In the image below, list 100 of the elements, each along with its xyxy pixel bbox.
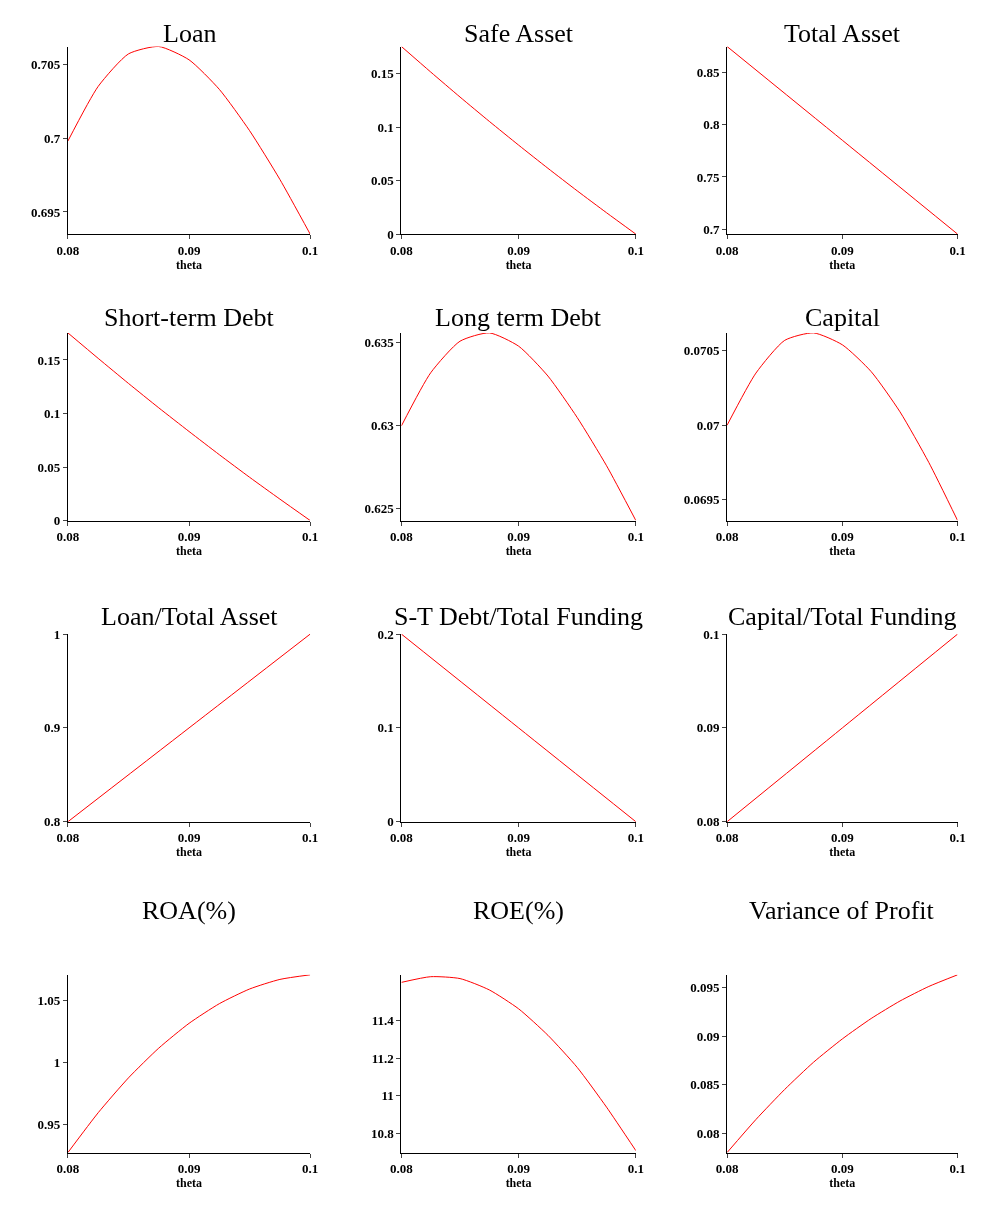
x-axis-title: theta (176, 544, 203, 559)
y-tick-label: 0.7 (703, 221, 720, 237)
y-tick-label: 0.07 (696, 417, 720, 433)
y-tick-label: 0.095 (690, 979, 720, 995)
y-tick-label: 0.85 (696, 64, 720, 80)
x-tick-label: 0.1 (949, 830, 966, 846)
x-tick-label: 0.1 (302, 529, 319, 545)
y-tick-label: 0.15 (371, 66, 395, 82)
x-axis-title: theta (505, 845, 532, 860)
x-tick-label: 0.09 (830, 242, 855, 258)
x-tick-label: 0.1 (949, 529, 966, 545)
y-tick-label: 1.05 (37, 992, 61, 1008)
y-tick-label: 0.08 (696, 814, 720, 830)
y-tick-label: 0.625 (364, 501, 395, 517)
y-tick-label: 0.695 (31, 204, 61, 220)
x-axis-title: theta (505, 1176, 532, 1191)
y-tick-label: 1 (53, 626, 61, 642)
x-tick-label: 0.09 (830, 1161, 855, 1177)
y-tick-label: 0.63 (371, 418, 395, 434)
y-tick-label: 0.0695 (683, 492, 720, 508)
x-tick-label: 0.1 (302, 830, 319, 846)
x-tick-label: 0.1 (627, 529, 644, 545)
x-tick-label: 0.09 (830, 830, 855, 846)
line-series (67, 974, 311, 1153)
chart-title: ROA(%) (142, 896, 236, 925)
x-tick-label: 0.1 (302, 242, 319, 258)
line-series (67, 46, 311, 235)
x-tick-label: 0.1 (627, 1161, 644, 1177)
x-tick-label: 0.09 (177, 1161, 201, 1177)
y-tick-label: 0 (53, 513, 61, 529)
y-tick-label: 1 (53, 1055, 61, 1071)
line-series (67, 332, 311, 521)
y-tick-label: 0 (387, 814, 394, 830)
x-tick-label: 0.09 (507, 830, 531, 846)
chart-title: Loan/Total Asset (101, 602, 279, 631)
x-tick-label: 0.09 (507, 1161, 531, 1177)
x-axis-title: theta (176, 1176, 203, 1191)
x-tick-label: 0.09 (177, 830, 201, 846)
y-tick-label: 10.8 (371, 1126, 395, 1142)
y-tick-label: 0.2 (377, 626, 394, 642)
x-tick-label: 0.09 (507, 242, 531, 258)
y-tick-label: 0.05 (371, 173, 395, 189)
y-tick-label: 0.085 (690, 1077, 720, 1093)
x-axis-title: theta (829, 845, 856, 860)
x-axis-title: theta (829, 1176, 856, 1191)
y-tick-label: 0.75 (696, 169, 720, 185)
x-tick-label: 0.09 (830, 529, 855, 545)
x-tick-label: 0.09 (507, 529, 531, 545)
x-tick-label: 0.09 (177, 242, 201, 258)
x-axis-title: theta (176, 845, 203, 860)
x-axis-title: theta (176, 257, 203, 272)
y-tick-label: 0.9 (44, 720, 61, 736)
chart-title: S-T Debt/Total Funding (394, 602, 644, 631)
chart-title: Total Asset (784, 19, 901, 48)
chart-title: Short-term Debt (104, 303, 275, 332)
y-tick-label: 11 (381, 1088, 394, 1104)
y-tick-label: 0.09 (696, 1028, 720, 1044)
x-tick-label: 0.08 (715, 529, 739, 545)
x-axis-title: theta (829, 257, 856, 272)
line-series (727, 974, 958, 1153)
y-tick-label: 0.05 (37, 459, 61, 475)
x-tick-label: 0.1 (627, 830, 644, 846)
y-tick-label: 0.705 (31, 56, 61, 72)
y-tick-label: 0.1 (377, 720, 394, 736)
y-tick-label: 0.7 (44, 130, 61, 146)
x-tick-label: 0.1 (949, 1161, 966, 1177)
line-series (401, 976, 636, 1152)
x-tick-label: 0.1 (302, 1161, 319, 1177)
y-tick-label: 0.0705 (683, 343, 720, 359)
chart-title: Variance of Profit (749, 896, 935, 925)
y-tick-label: 0.1 (377, 119, 394, 135)
y-tick-label: 11.4 (371, 1012, 395, 1028)
y-tick-label: 11.2 (371, 1050, 394, 1066)
y-tick-label: 0.1 (44, 406, 61, 422)
y-tick-label: 0.8 (44, 814, 61, 830)
y-tick-label: 0.95 (37, 1117, 61, 1133)
x-axis-title: theta (505, 544, 532, 559)
y-tick-label: 0 (387, 226, 394, 242)
y-tick-label: 0.1 (703, 626, 720, 642)
y-tick-label: 0.635 (364, 335, 395, 351)
line-series (401, 332, 636, 521)
x-tick-label: 0.08 (715, 1161, 739, 1177)
x-axis-title: theta (829, 544, 856, 559)
x-tick-label: 0.08 (715, 830, 739, 846)
y-tick-label: 0.08 (696, 1125, 720, 1141)
chart-title: ROE(%) (473, 896, 564, 925)
line-series (401, 46, 636, 235)
y-tick-label: 0.8 (703, 117, 720, 133)
chart-title: Long term Debt (435, 303, 602, 332)
chart-title: Safe Asset (464, 19, 574, 48)
line-series (727, 332, 958, 521)
x-tick-label: 0.08 (715, 242, 739, 258)
y-tick-label: 0.09 (696, 720, 720, 736)
chart-title: Capital/Total Funding (728, 602, 957, 631)
chart-title: Capital (805, 303, 881, 332)
y-tick-label: 0.15 (37, 352, 61, 368)
x-tick-label: 0.1 (949, 242, 966, 258)
chart-title: Loan (163, 19, 217, 48)
x-axis-title: theta (505, 257, 532, 272)
x-tick-label: 0.1 (627, 242, 644, 258)
